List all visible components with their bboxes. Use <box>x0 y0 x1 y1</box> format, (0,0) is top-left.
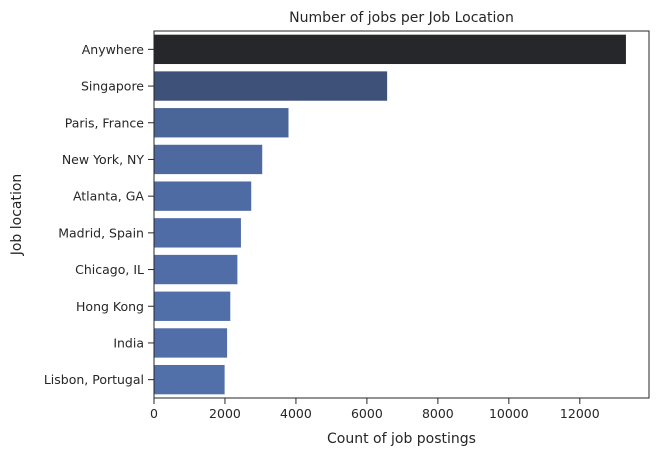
y-tick-label: Hong Kong <box>76 299 144 314</box>
chart-title: Number of jobs per Job Location <box>289 10 514 26</box>
bar <box>154 291 231 321</box>
x-tick-label: 2000 <box>209 406 241 421</box>
y-axis-title: Job location <box>9 174 25 257</box>
y-tick-label: Chicago, IL <box>75 262 144 277</box>
bar <box>154 71 388 101</box>
bar <box>154 364 225 395</box>
x-tick-label: 10000 <box>489 406 529 421</box>
bar <box>154 181 252 211</box>
bars-group <box>154 34 626 395</box>
y-tick-label: Lisbon, Portugal <box>44 372 144 387</box>
x-axis-title: Count of job postings <box>327 431 476 447</box>
x-tick-label: 12000 <box>560 406 600 421</box>
x-axis-ticks: 0 2000 4000 6000 8000 10000 12000 <box>150 398 600 421</box>
x-tick-label: 0 <box>150 406 158 421</box>
bar <box>154 34 626 65</box>
plot-frame <box>153 30 650 399</box>
x-tick-label: 6000 <box>351 406 383 421</box>
y-tick-label: Anywhere <box>82 42 145 57</box>
y-tick-label: Madrid, Spain <box>58 225 144 240</box>
y-tick-label: Singapore <box>81 79 144 94</box>
y-axis-ticks: Anywhere Singapore Paris, France New York, … <box>44 42 154 387</box>
y-tick-label: India <box>113 335 144 350</box>
x-tick-label: 8000 <box>422 406 454 421</box>
y-tick-label: Atlanta, GA <box>73 189 144 204</box>
bar <box>154 108 289 138</box>
bar <box>154 144 263 175</box>
y-tick-label: New York, NY <box>62 152 145 167</box>
bar <box>154 254 238 285</box>
x-tick-label: 4000 <box>280 406 312 421</box>
bar <box>154 218 241 248</box>
y-tick-label: Paris, France <box>65 115 145 130</box>
bar <box>154 328 228 358</box>
